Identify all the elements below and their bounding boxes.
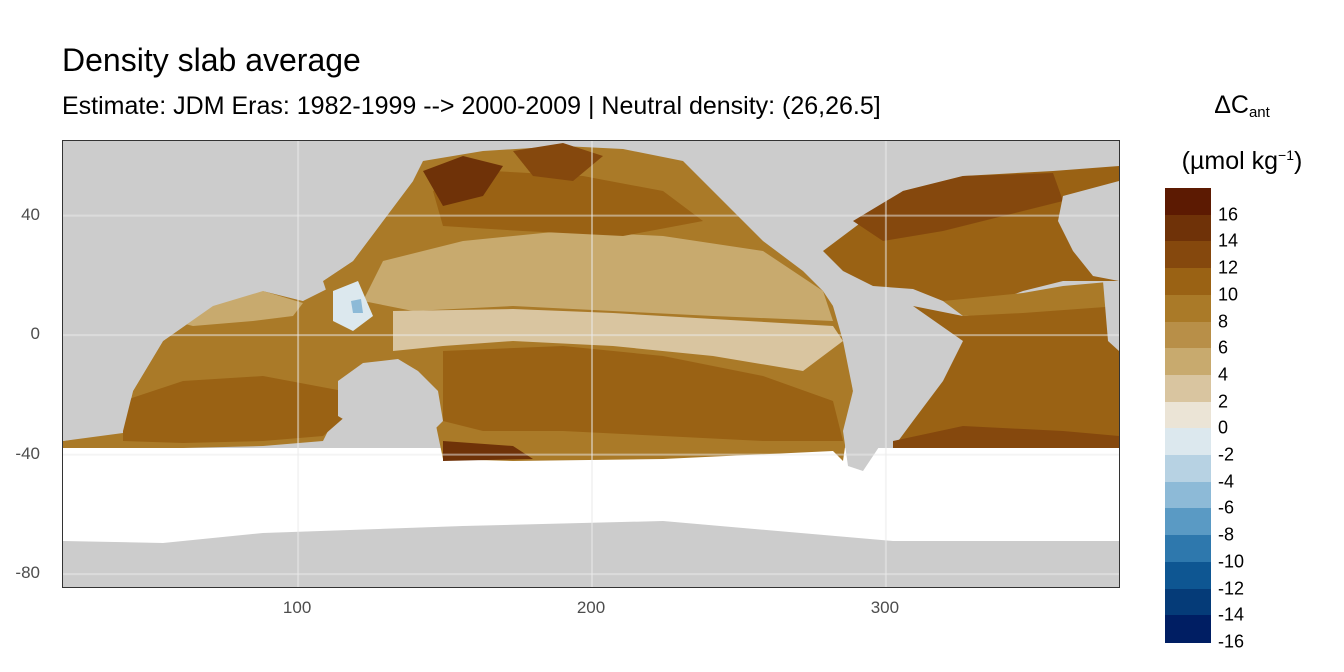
- legend-label: -4: [1218, 471, 1235, 492]
- europe-land: [1058, 181, 1119, 281]
- legend-color-step: [1165, 268, 1211, 296]
- legend-color-step: [1165, 615, 1211, 643]
- map-svg: [63, 141, 1119, 587]
- legend-color-step: [1165, 401, 1211, 429]
- legend-title: ΔCant (µmol kg−1): [1160, 84, 1324, 182]
- legend-label: -12: [1218, 578, 1245, 599]
- legend-label: -16: [1218, 631, 1245, 652]
- chart-subtitle: Estimate: JDM Eras: 1982-1999 --> 2000-2…: [62, 92, 881, 120]
- legend-label: 16: [1218, 204, 1239, 225]
- legend-label: 0: [1218, 417, 1229, 438]
- y-tick-label: -80: [15, 563, 40, 583]
- y-tick-label: 40: [21, 204, 40, 224]
- kuroshio-extension: [423, 156, 503, 206]
- legend-color-step: [1165, 348, 1211, 376]
- x-tick-label: 100: [282, 598, 312, 617]
- west-africa-land: [1103, 281, 1119, 351]
- legend-label: -14: [1218, 604, 1245, 625]
- north-atlantic-subpolar: [853, 173, 1063, 241]
- legend-color-step: [1165, 428, 1211, 456]
- legend-color-step: [1165, 561, 1211, 590]
- legend-color-step: [1165, 241, 1211, 269]
- x-tick-label: 300: [870, 598, 900, 617]
- legend-label: -8: [1218, 524, 1235, 545]
- legend-label: 12: [1218, 257, 1239, 278]
- legend-label: 2: [1218, 391, 1229, 412]
- south-pacific: [443, 346, 843, 441]
- legend-title-unit: (µmol kg−1): [1181, 147, 1303, 175]
- south-atlantic: [893, 301, 1119, 448]
- equatorial-pacific: [393, 309, 843, 371]
- legend-label: 10: [1218, 284, 1239, 305]
- australia-land: [338, 359, 443, 446]
- legend-colorbar: [1165, 188, 1211, 643]
- y-tick-label: -40: [15, 443, 40, 463]
- legend-label: 6: [1218, 337, 1229, 358]
- legend-label: 14: [1218, 230, 1239, 251]
- grid: [63, 141, 1119, 587]
- south-atlantic-front: [893, 426, 1119, 448]
- chart-title: Density slab average: [62, 42, 361, 78]
- legend-label: -2: [1218, 444, 1235, 465]
- legend-color-step: [1165, 214, 1211, 242]
- legend-color-step: [1165, 535, 1211, 563]
- legend-color-step: [1165, 455, 1211, 483]
- legend-title-symbol: ΔCant: [1214, 91, 1270, 121]
- north-pacific-gyre: [433, 171, 703, 236]
- indonesian-seas-core: [351, 299, 363, 313]
- indian-ocean-south: [123, 376, 363, 443]
- legend-color-step: [1165, 188, 1211, 216]
- legend-color-step: [1165, 588, 1211, 616]
- legend-color-step: [1165, 481, 1211, 510]
- legend-color-step: [1165, 374, 1211, 403]
- legend-label: -6: [1218, 497, 1235, 518]
- tasman-south: [443, 441, 533, 461]
- legend-color-step: [1165, 294, 1211, 323]
- gulf-of-alaska: [513, 143, 603, 181]
- legend-color-step: [1165, 321, 1211, 349]
- legend-label: 4: [1218, 364, 1229, 385]
- legend-color-step: [1165, 508, 1211, 536]
- equatorial-atlantic: [943, 281, 1119, 316]
- legend-label: -10: [1218, 551, 1245, 572]
- legend-label: 8: [1218, 311, 1229, 332]
- y-tick-label: 0: [30, 324, 40, 344]
- tropical-pacific-north: [363, 231, 833, 321]
- x-tick-label: 200: [576, 598, 606, 617]
- map-panel: [62, 140, 1120, 588]
